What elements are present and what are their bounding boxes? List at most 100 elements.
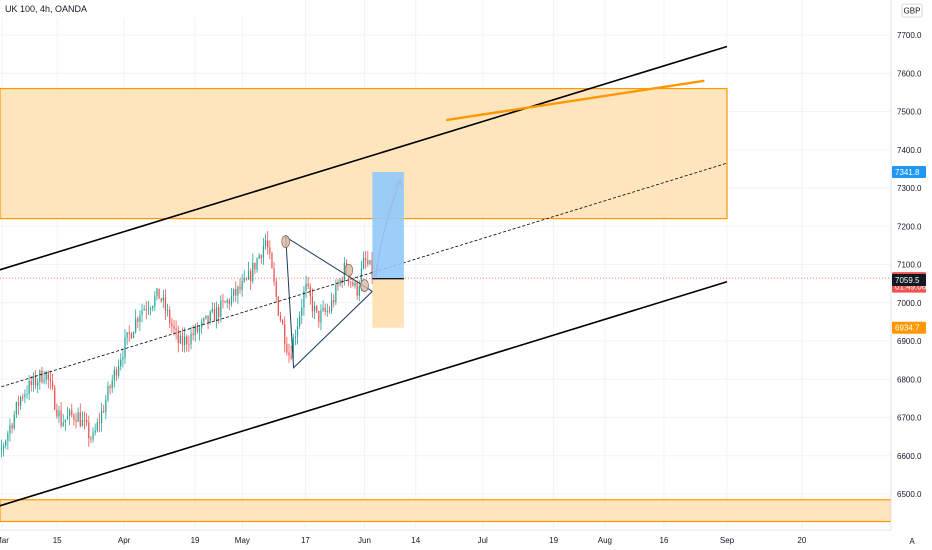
channel-upper-line[interactable] — [0, 45, 728, 275]
candle-body — [228, 300, 230, 305]
candle-body — [51, 381, 54, 388]
candle-body — [96, 422, 98, 431]
candle-body — [230, 295, 233, 305]
candle-body — [24, 394, 26, 398]
candle-body — [264, 240, 267, 246]
candle-body — [267, 240, 269, 248]
x-tick-label: Jul — [478, 536, 488, 545]
candle-body — [75, 419, 77, 422]
candle-body — [269, 247, 271, 254]
candle-body — [81, 419, 84, 427]
position-stop-zone[interactable] — [372, 278, 404, 328]
candle-body — [17, 401, 20, 406]
candle-body — [22, 397, 24, 398]
candle-body — [7, 433, 9, 441]
candle-body — [149, 308, 152, 310]
candle-body — [232, 288, 235, 296]
projection-line[interactable] — [446, 79, 705, 122]
price-label-stop[interactable]: 6934.7 — [892, 321, 926, 334]
candle-body — [169, 310, 171, 324]
candle-body — [49, 379, 52, 382]
x-tick-label: Jun — [358, 536, 371, 545]
candle-body — [350, 281, 352, 283]
x-tick-label: 14 — [411, 536, 420, 545]
candle-body — [296, 326, 299, 337]
candle-body — [26, 393, 28, 395]
candle-body — [0, 448, 3, 450]
price-axis[interactable]: 6500.0 6600.0 6700.0 6800.0 6900.0 7000.0 7100… — [890, 0, 932, 530]
candle-body — [311, 296, 314, 312]
candle-body — [205, 315, 207, 319]
price-label-target[interactable]: 7341.8 — [892, 166, 926, 179]
candle-body — [2, 445, 5, 449]
candle-body — [343, 263, 346, 282]
candle-body — [196, 325, 199, 332]
candle-body — [139, 314, 141, 322]
y-tick-label: 7000.0 — [897, 299, 922, 308]
candle-body — [43, 380, 45, 383]
candle-body — [111, 380, 113, 389]
candle-body — [367, 260, 369, 265]
demand-zone[interactable] — [0, 499, 892, 523]
price-label-text: 7341.8 — [895, 168, 920, 177]
x-tick-label: Aug — [598, 536, 612, 545]
candle-body — [130, 333, 133, 339]
candle-body — [303, 290, 305, 308]
auto-scale-button[interactable]: A — [909, 537, 915, 546]
swing-marker[interactable] — [344, 263, 354, 277]
triangle-pattern[interactable] — [285, 236, 374, 369]
swing-marker[interactable] — [360, 279, 369, 292]
candle-body — [100, 410, 103, 423]
y-tick-label: 7500.0 — [897, 108, 922, 117]
position-target-zone[interactable] — [372, 172, 404, 279]
candle-body — [254, 262, 256, 270]
channel-lower-line[interactable] — [0, 280, 728, 512]
y-tick-label: 6900.0 — [897, 337, 922, 346]
candle-body — [224, 301, 226, 303]
y-tick-label: 6700.0 — [897, 414, 922, 423]
candle-body — [145, 308, 147, 311]
candle-body — [105, 400, 107, 412]
swing-marker[interactable] — [281, 235, 291, 248]
candle-body — [73, 415, 75, 420]
candle-body — [15, 401, 18, 415]
candle-body — [281, 320, 284, 325]
y-tick-label: 7200.0 — [897, 222, 922, 231]
price-label-text: 6934.7 — [895, 324, 920, 333]
candle-body — [90, 438, 92, 440]
candle-body — [109, 385, 111, 389]
candle-body — [250, 270, 252, 282]
candle-body — [45, 372, 47, 381]
candle-body — [135, 318, 137, 333]
candle-body — [213, 308, 216, 322]
candle-body — [354, 282, 356, 286]
currency-badge[interactable] — [901, 3, 923, 18]
candle-body — [39, 370, 41, 382]
candle-body — [239, 286, 241, 290]
candle-body — [198, 327, 201, 332]
candle-body — [88, 422, 90, 439]
x-tick-label: Sep — [720, 536, 735, 545]
position-tool[interactable] — [372, 172, 404, 328]
candle-body — [77, 412, 79, 422]
candle-body — [294, 336, 297, 339]
candle-body — [103, 410, 105, 412]
candle-body — [352, 282, 354, 286]
candle-body — [54, 387, 56, 410]
time-axis[interactable]: Mar 15 Apr 19 May 17 Jun 14 Jul 19 Aug 16 Sep 20 — [0, 529, 932, 550]
candle-body — [122, 357, 124, 360]
candle-body — [30, 381, 32, 385]
candle-body — [309, 286, 311, 297]
candle-body — [207, 315, 209, 323]
candle-body — [271, 253, 273, 269]
candle-body — [160, 298, 162, 301]
candle-body — [47, 372, 49, 380]
candle-body — [335, 284, 337, 303]
candle-body — [92, 432, 94, 440]
price-label-crosshair[interactable]: 7059.5 — [892, 273, 926, 286]
candle-body — [64, 419, 66, 423]
supply-zone[interactable] — [0, 87, 728, 220]
candle-body — [337, 284, 339, 286]
candle-body — [147, 309, 150, 311]
